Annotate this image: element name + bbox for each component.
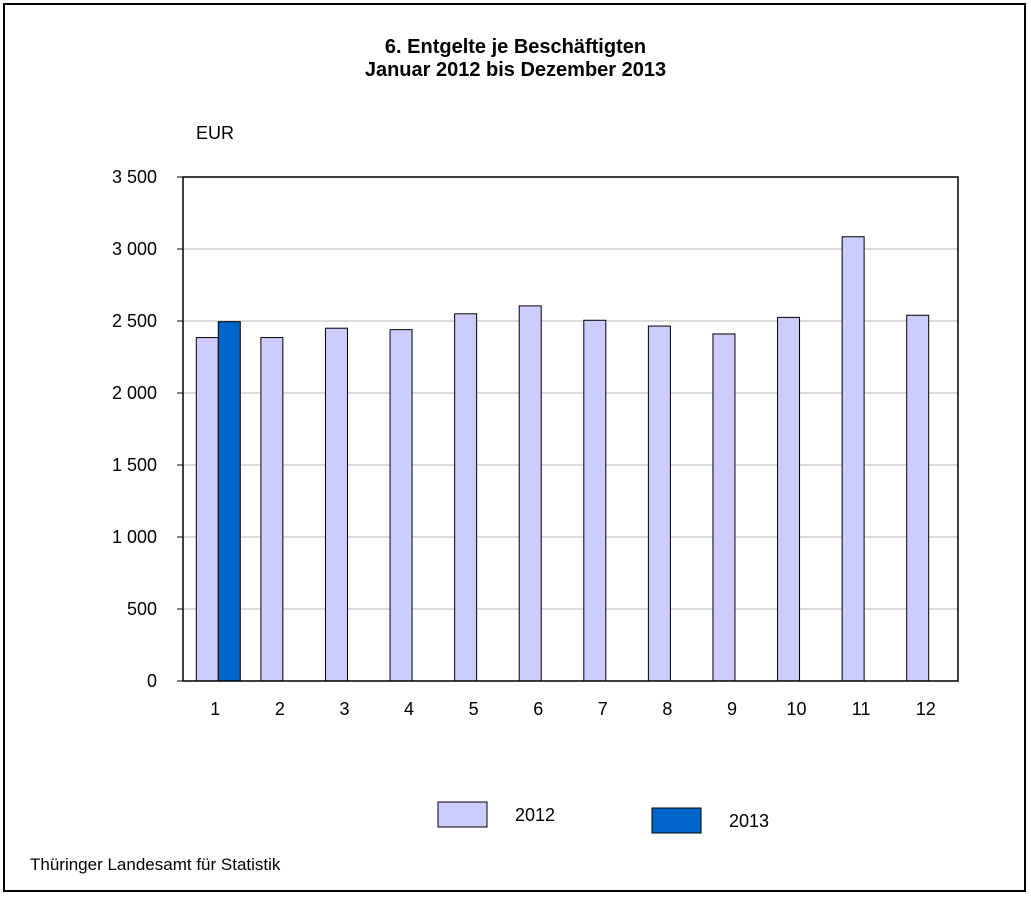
bar-2012-11 (841, 236, 865, 682)
legend: 2012 2013 (437, 801, 769, 834)
bar-2013-1 (217, 321, 241, 682)
chart-title-line1: 6. Entgelte je Beschäftigten (384, 36, 647, 58)
x-tick-label: 6 (533, 699, 543, 719)
bar-2012-3 (324, 327, 348, 682)
bar-2012-7 (583, 319, 607, 682)
x-tick-label: 5 (469, 699, 479, 719)
bars (195, 236, 930, 682)
x-tick-label: 2 (275, 699, 285, 719)
x-tick-label: 9 (727, 699, 737, 719)
chart-title: 6. Entgelte je Beschäftigten Januar 2012… (0, 36, 1031, 82)
y-tick-label: 2 500 (112, 311, 157, 331)
x-tick-label: 3 (339, 699, 349, 719)
chart-title-line2: Januar 2012 bis Dezember 2013 (364, 59, 667, 81)
x-tick-label: 1 (210, 699, 220, 719)
legend-swatch-2013 (651, 807, 702, 834)
y-tick-label: 0 (147, 671, 157, 691)
legend-label-2012: 2012 (515, 805, 555, 825)
x-tick-label: 8 (662, 699, 672, 719)
x-tick-label: 11 (852, 699, 871, 719)
y-tick-label: 1 000 (112, 527, 157, 547)
x-tick-label: 10 (787, 699, 807, 719)
bar-2012-9 (712, 333, 736, 682)
y-axis-ticks: 0 500 1 000 1 500 2 000 2 500 3 000 3 500 (112, 167, 183, 691)
bar-2012-1 (195, 337, 219, 682)
bar-2012-6 (518, 305, 542, 682)
y-axis-unit-label: EUR (196, 123, 235, 143)
y-tick-label: 1 500 (112, 455, 157, 475)
legend-label-2013: 2013 (729, 811, 769, 831)
y-tick-label: 3 000 (112, 239, 157, 259)
bar-2012-12 (906, 314, 930, 682)
bar-2012-5 (454, 313, 478, 682)
x-tick-label: 4 (404, 699, 414, 719)
y-tick-label: 3 500 (112, 167, 157, 187)
x-tick-label: 12 (916, 699, 936, 719)
grid-lines (183, 248, 958, 610)
bar-2012-2 (260, 337, 284, 682)
plot-area-border (182, 176, 959, 682)
y-tick-label: 2 000 (112, 383, 157, 403)
bar-2012-10 (777, 316, 801, 682)
y-tick-label: 500 (127, 599, 157, 619)
source-footer: Thüringer Landesamt für Statistik (30, 855, 281, 874)
bar-2012-4 (389, 329, 413, 682)
x-axis-ticks: 1 2 3 4 5 6 7 8 9 10 11 12 (210, 699, 935, 719)
x-tick-label: 7 (598, 699, 608, 719)
legend-swatch-2012 (437, 801, 488, 828)
bar-2012-8 (647, 325, 671, 682)
